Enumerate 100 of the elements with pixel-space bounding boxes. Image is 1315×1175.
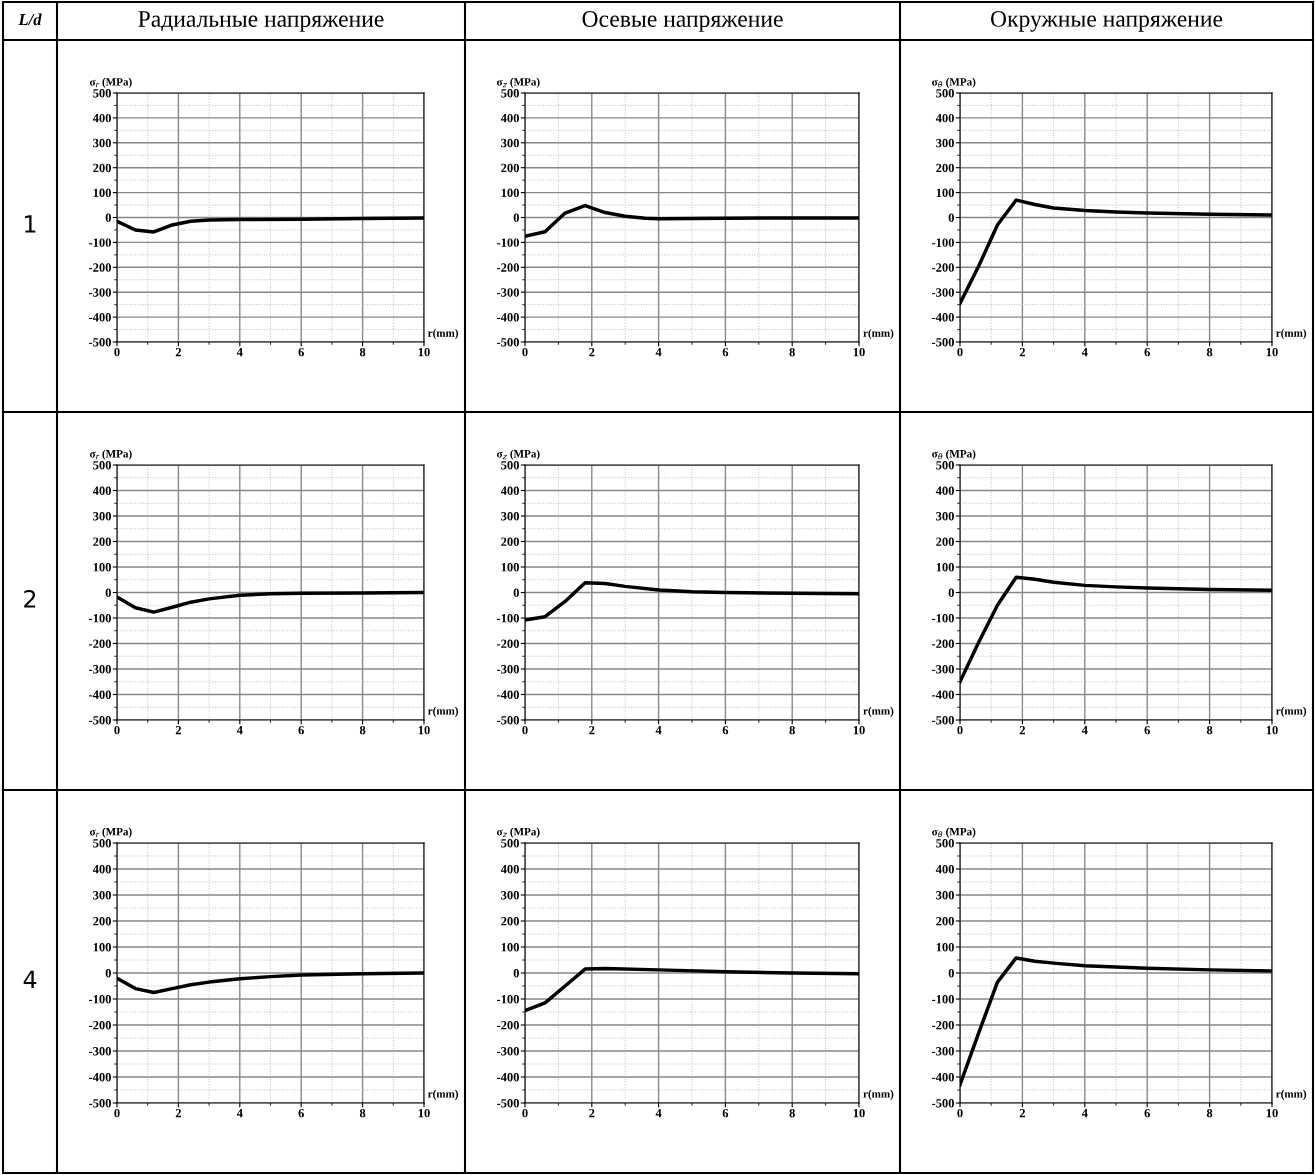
y-tick-label: -400 (931, 1073, 954, 1082)
y-tick-label: -400 (931, 690, 954, 699)
y-tick-label: 400 (935, 486, 954, 495)
x-tick-label: 8 (359, 347, 366, 357)
y-tick-label: -200 (496, 263, 519, 272)
y-tick-label: 500 (501, 461, 519, 470)
y-tick-label: 300 (501, 891, 519, 900)
y-tick-label: -400 (88, 1073, 111, 1082)
y-tick-label: -500 (88, 1099, 111, 1108)
y-tick-label: -400 (496, 313, 519, 322)
y-tick-label: 200 (936, 537, 954, 546)
y-tick-label: 200 (936, 163, 954, 173)
y-tick-label: 500 (93, 89, 111, 98)
x-axis-title: r(mm) (1276, 706, 1307, 717)
x-tick-label: 4 (655, 348, 662, 357)
y-tick-label: 500 (936, 461, 954, 470)
x-axis-title: r(mm) (1276, 328, 1307, 340)
x-tick-label: 8 (1206, 347, 1213, 357)
x-axis-title: r(mm) (863, 1089, 894, 1100)
y-tick-label: -300 (88, 288, 111, 297)
x-tick-label: 4 (1081, 348, 1088, 357)
x-tick-label: 10 (418, 725, 430, 735)
y-tick-label: 0 (948, 969, 954, 978)
y-tick-label: -100 (496, 614, 519, 623)
x-axis-title: r(mm) (863, 328, 894, 340)
y-tick-label: 0 (105, 588, 111, 597)
y-tick-label: 300 (936, 891, 954, 900)
y-axis-title: σ$_{r}$ (MPa) (89, 77, 132, 88)
x-tick-label: 2 (589, 725, 595, 735)
x-tick-label: 4 (1081, 1109, 1088, 1118)
y-tick-label: 300 (93, 891, 111, 900)
y-tick-label: -200 (931, 263, 954, 272)
y-tick-label: 200 (93, 537, 111, 546)
y-tick-label: 300 (936, 138, 954, 148)
y-tick-label: 100 (501, 563, 519, 572)
y-tick-label: 200 (501, 917, 519, 926)
y-tick-label: 100 (936, 943, 954, 952)
y-tick-label: -100 (88, 614, 111, 623)
x-tick-label: 6 (1144, 347, 1150, 357)
x-tick-label: 8 (359, 725, 366, 735)
y-tick-label: -400 (931, 313, 954, 322)
y-tick-label: 100 (936, 188, 954, 198)
y-tick-label: -500 (931, 338, 954, 347)
y-tick-label: 500 (501, 89, 519, 98)
y-tick-label: -100 (496, 995, 519, 1004)
y-tick-label: -300 (931, 1047, 954, 1056)
y-tick-label: -400 (88, 690, 111, 699)
y-tick-label: -200 (88, 263, 111, 272)
y-axis-title: σ$_{z}$ (MPa) (496, 77, 540, 88)
y-tick-label: -100 (88, 995, 111, 1004)
y-tick-label: -500 (496, 716, 519, 725)
x-tick-label: 6 (722, 1108, 729, 1118)
y-tick-label: 0 (105, 213, 111, 222)
y-tick-label: -100 (931, 995, 954, 1004)
y-tick-label: -200 (88, 639, 111, 648)
y-tick-label: -200 (496, 1021, 519, 1030)
y-tick-label: -500 (931, 1099, 954, 1108)
y-tick-label: 500 (93, 461, 111, 470)
y-axis-title: σ$_{θ}$ (MPa) (932, 827, 976, 838)
x-tick-label: 6 (1144, 1108, 1150, 1118)
x-tick-label: 6 (722, 725, 729, 735)
x-tick-label: 4 (655, 726, 662, 735)
x-tick-label: 8 (359, 1108, 366, 1118)
y-tick-label: -300 (88, 665, 111, 674)
x-tick-label: 2 (589, 1108, 595, 1118)
x-tick-label: 10 (1266, 1108, 1278, 1118)
y-tick-label: -500 (88, 716, 111, 725)
text: L/d (18, 13, 42, 26)
y-tick-label: -500 (931, 716, 954, 725)
y-tick-label: 0 (513, 213, 519, 222)
y-axis-title: σ$_{θ}$ (MPa) (932, 77, 976, 88)
y-tick-label: -500 (496, 338, 519, 347)
x-tick-label: 0 (114, 1108, 120, 1118)
y-tick-label: 200 (501, 163, 519, 173)
y-tick-label: 100 (93, 943, 111, 952)
x-tick-label: 2 (175, 347, 181, 357)
x-tick-label: 6 (298, 725, 304, 735)
y-axis-title: σ$_{z}$ (MPa) (496, 827, 540, 838)
y-tick-label: 400 (500, 865, 519, 874)
x-tick-label: 2 (1019, 1108, 1025, 1118)
y-tick-label: -300 (88, 1047, 111, 1056)
x-tick-label: 8 (1206, 725, 1213, 735)
x-tick-label: 0 (114, 725, 120, 735)
x-tick-label: 4 (236, 726, 243, 735)
x-tick-label: 2 (175, 725, 181, 735)
x-tick-label: 4 (236, 348, 243, 357)
y-tick-label: -100 (88, 238, 111, 247)
y-tick-label: 400 (935, 865, 954, 874)
y-tick-label: 400 (500, 486, 519, 495)
x-tick-label: 6 (298, 347, 304, 357)
y-tick-label: -100 (496, 238, 519, 247)
x-tick-label: 2 (1019, 725, 1025, 735)
chart-title: Радиальные напряжение (138, 11, 384, 32)
x-tick-label: 2 (1019, 347, 1025, 357)
y-tick-label: -100 (931, 614, 954, 623)
x-tick-label: 2 (589, 347, 595, 357)
text: 2 (24, 589, 36, 608)
x-tick-label: 0 (114, 347, 120, 357)
x-tick-label: 0 (957, 347, 963, 357)
y-tick-label: 300 (501, 138, 519, 148)
